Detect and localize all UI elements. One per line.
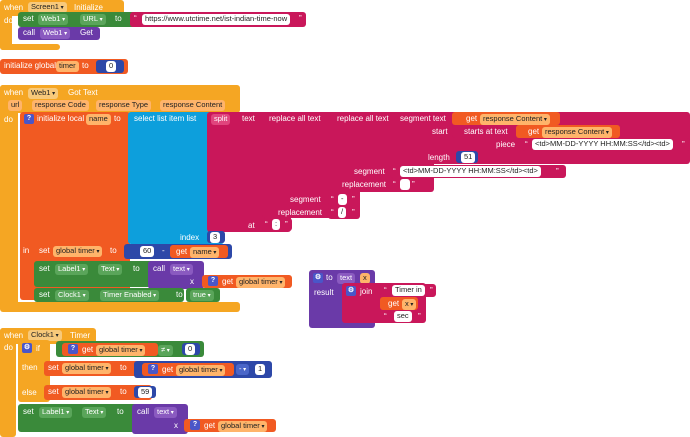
then-global-timer-2-dropdown[interactable]: global timer [176,365,226,376]
url-text-field[interactable]: https://www.utctime.net/ist-indian-time-… [142,14,291,25]
clock-set-label-text-block[interactable] [18,404,138,432]
segment2-text-field[interactable]: - [338,194,347,205]
label-component-dropdown[interactable]: Label1 [55,264,89,275]
screen-dropdown[interactable]: Screen1 [28,2,67,13]
zero-number-field[interactable]: 0 [185,344,196,355]
timer-enabled-dropdown[interactable]: Timer Enabled [100,290,160,301]
web-call-dropdown[interactable]: Web1 [40,28,71,39]
piece-text-field[interactable]: <td>MM-DD-YYYY HH:MM:SS</td><td> [532,139,673,150]
param-response-type[interactable]: response Type [96,100,152,111]
replacement-text-field[interactable] [400,179,410,190]
replacement2-text-field[interactable]: / [338,207,347,218]
global-timer-2-dropdown[interactable]: global timer [236,277,286,288]
sec-text-field[interactable]: sec [394,311,412,322]
clock-label-dropdown[interactable]: Label1 [39,407,73,418]
split-dropdown[interactable]: split [211,114,231,125]
text-property-dropdown[interactable]: Text [98,264,123,275]
index-number-field[interactable]: 3 [210,232,221,243]
param-response-content[interactable]: response Content [160,100,226,111]
event-name: Initialize [74,3,103,12]
clock-component-dropdown[interactable]: Clock1 [55,290,89,301]
else-global-timer-dropdown[interactable]: global timer [62,387,112,398]
neq-operator-dropdown[interactable]: ≠ [158,345,173,356]
clock-global-timer-dropdown[interactable]: global timer [218,421,268,432]
procedure-dropdown[interactable]: text [170,264,193,275]
procedure-param-x[interactable]: x [360,273,370,284]
web-event-dropdown[interactable]: Web1 [28,88,59,99]
url-property-dropdown[interactable]: URL [80,14,106,25]
global-timer-dropdown[interactable]: global timer [53,246,103,257]
true-dropdown[interactable]: true [190,290,214,301]
web-component-dropdown[interactable]: Web1 [38,14,69,25]
set-label-text-block[interactable] [34,261,154,287]
global-name-field[interactable]: timer [56,61,79,72]
procedure-name-field[interactable]: text [337,273,356,284]
segment-text-field[interactable]: <td>MM-DD-YYYY HH:MM:SS</td><td> [400,166,541,177]
length-number-field[interactable]: 51 [461,152,476,163]
when-label: when [4,3,24,12]
minus-operator-dropdown[interactable]: - [236,364,250,375]
param-url[interactable]: url [8,100,23,111]
clock-procedure-dropdown[interactable]: text [154,407,177,418]
clock-text-property-dropdown[interactable]: Text [82,407,107,418]
clock-event-dropdown[interactable]: Clock1 [28,330,62,341]
timer-in-text-field[interactable]: Timer in [392,285,425,296]
response-content-dropdown[interactable]: response Content [480,114,550,125]
fifty-nine-number-field[interactable]: 59 [138,387,153,398]
then-global-timer-dropdown[interactable]: global timer [62,363,112,374]
name-dropdown[interactable]: name [190,247,220,258]
local-name-field[interactable]: name [86,114,111,125]
at-text-field[interactable]: : [272,219,281,230]
if-global-timer-dropdown[interactable]: global timer [96,345,146,356]
number-field[interactable]: 0 [106,61,117,72]
param-response-code[interactable]: response Code [32,100,89,111]
response-content-2-dropdown[interactable]: response Content [542,127,612,138]
one-number-field[interactable]: 1 [255,364,266,375]
do-label: do [4,16,13,25]
sixty-field[interactable]: 60 [140,246,155,257]
x-dropdown[interactable]: x [402,299,417,310]
